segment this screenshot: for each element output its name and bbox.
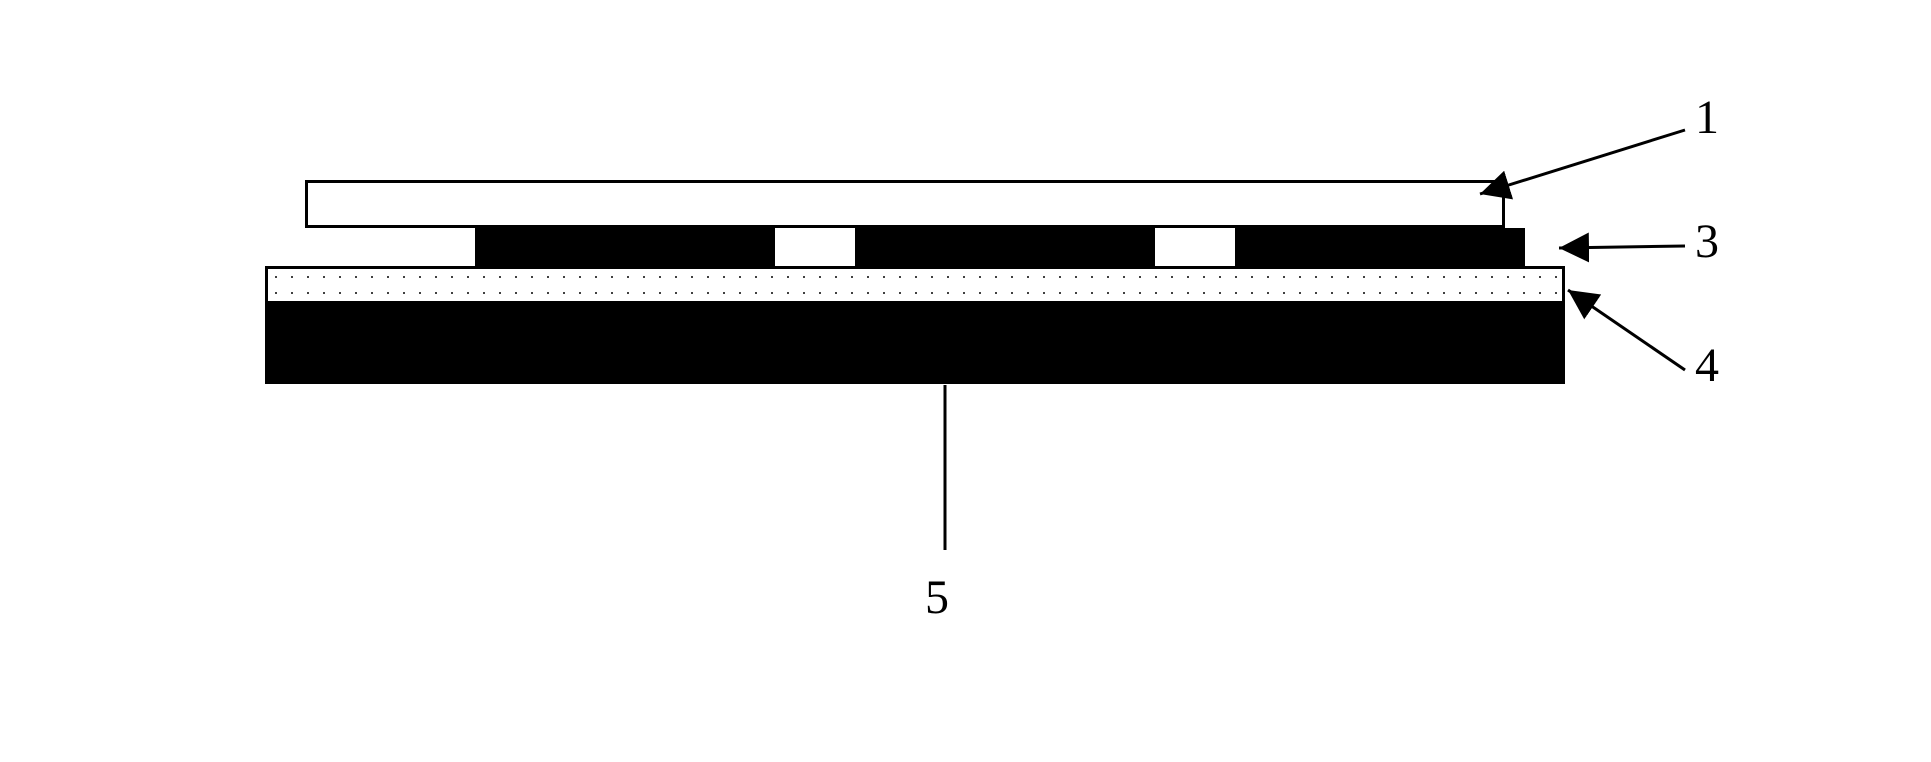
- leader-line-3: [1559, 246, 1685, 248]
- label-3: 3: [1695, 214, 1719, 269]
- label-5: 5: [925, 570, 949, 625]
- leader-line-1: [1480, 130, 1685, 194]
- label-4: 4: [1695, 338, 1719, 393]
- label-1: 1: [1695, 90, 1719, 145]
- leader-line-4: [1568, 290, 1685, 370]
- leader-lines-svg: [265, 60, 1865, 660]
